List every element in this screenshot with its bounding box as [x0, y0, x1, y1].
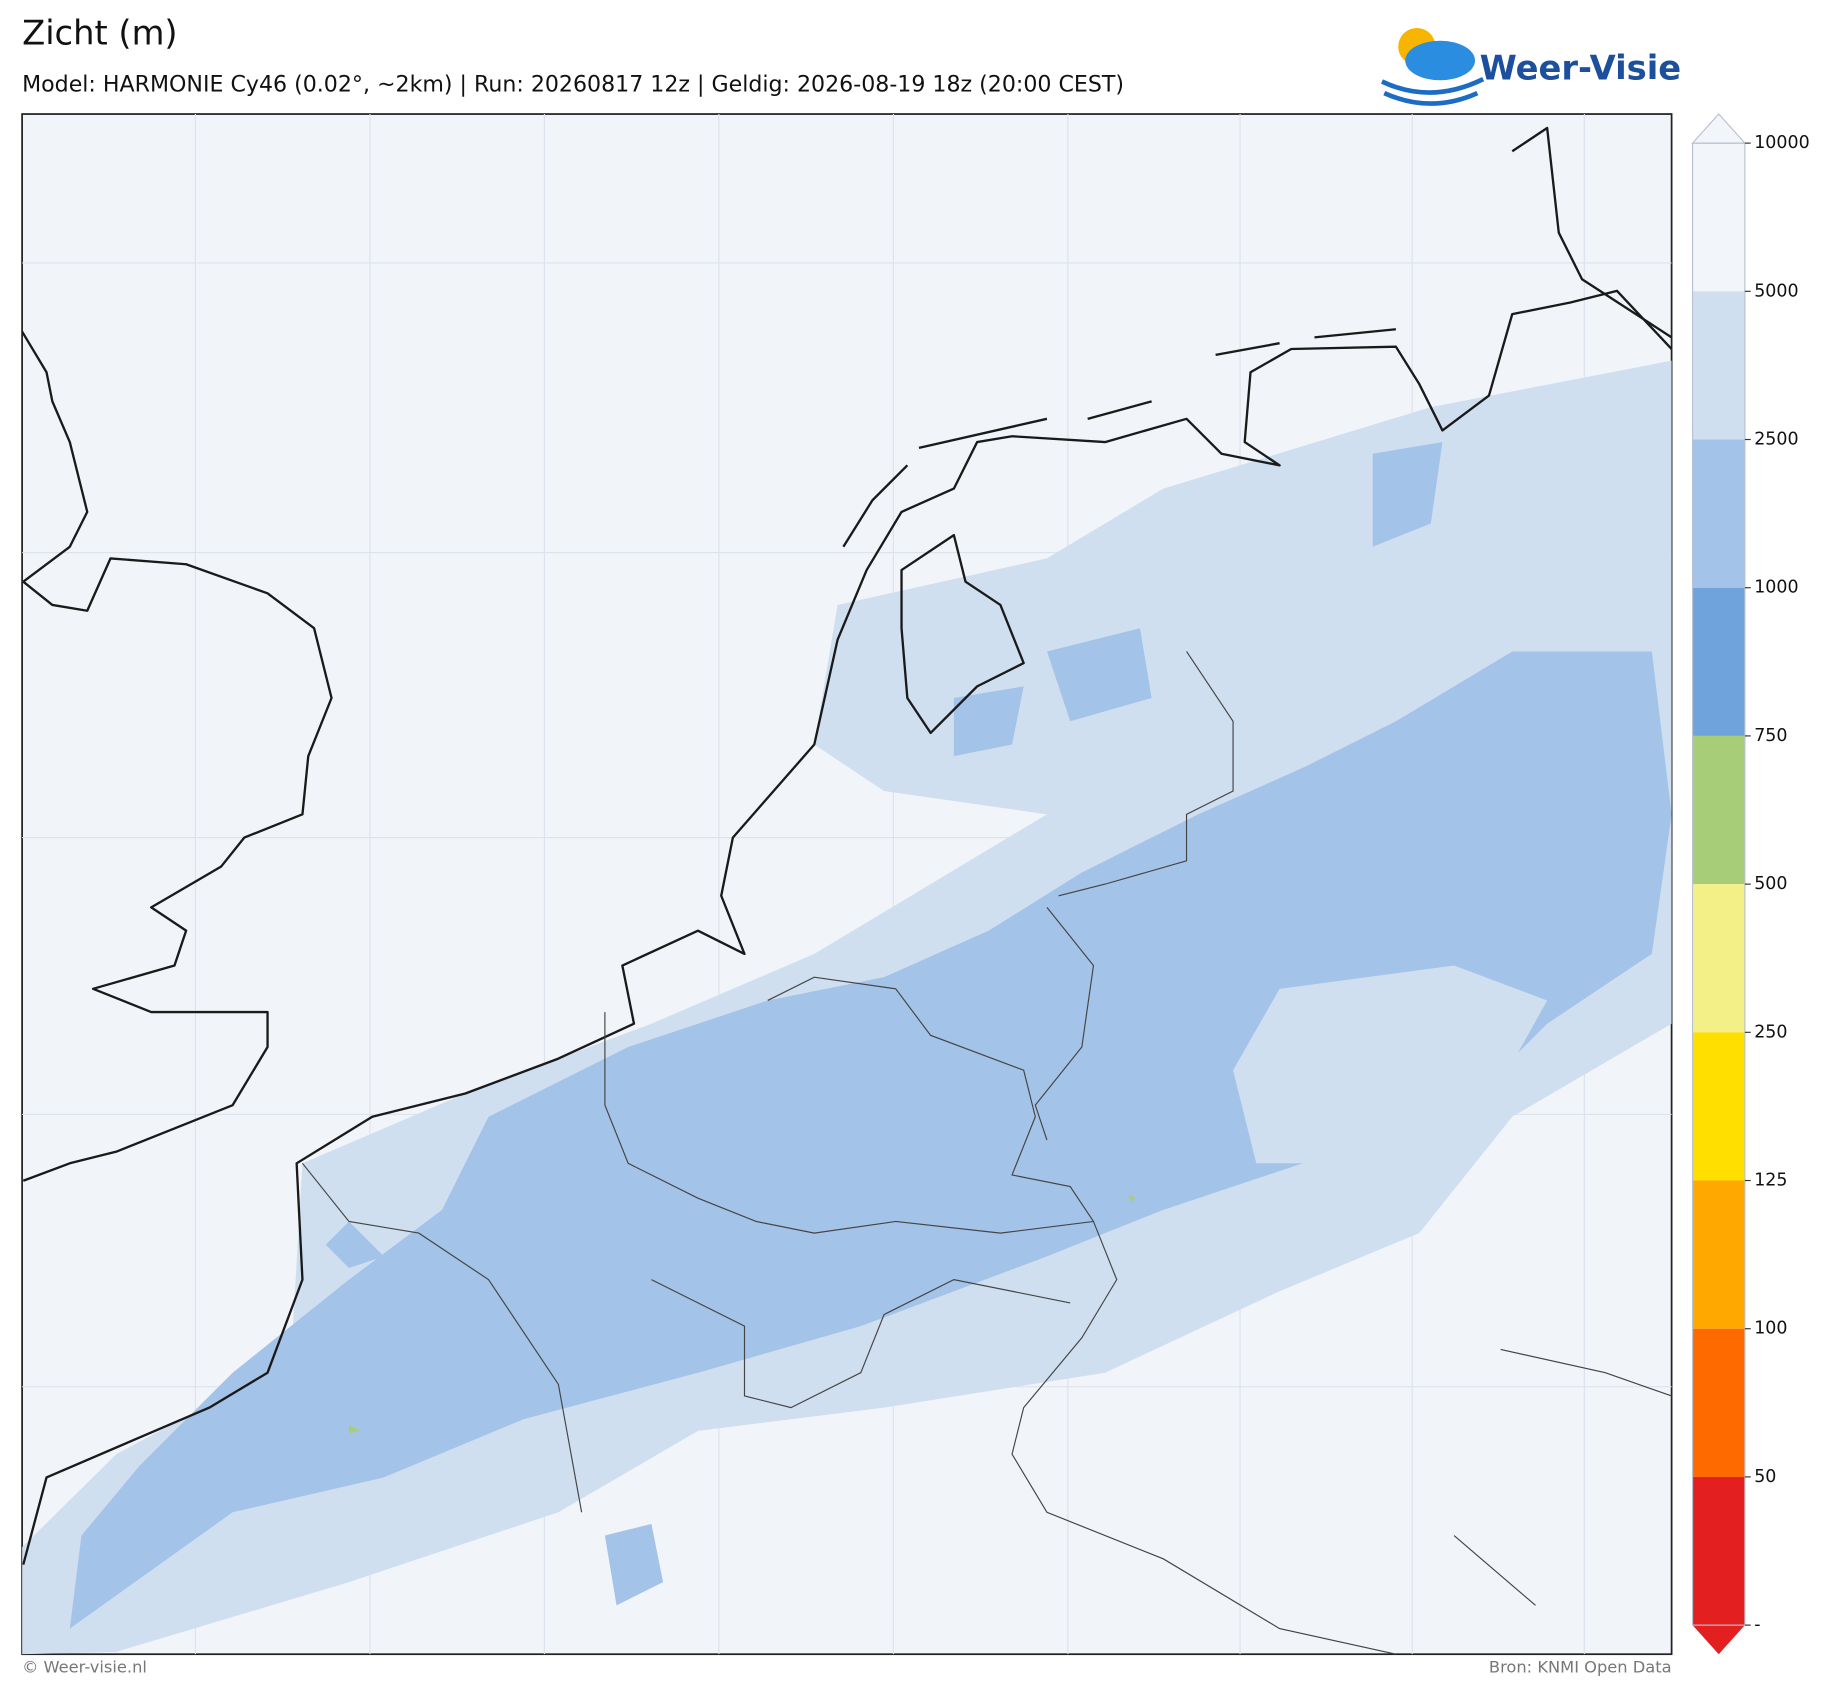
colorbar-segment: [1692, 735, 1745, 885]
map: [21, 113, 1673, 1656]
colorbar-tick-label: 750: [1754, 726, 1787, 746]
footer-source: Bron: KNMI Open Data: [1489, 1658, 1672, 1677]
colorbar-extend-bottom: [1692, 1625, 1745, 1655]
colorbar-tick-label: 1000: [1754, 578, 1798, 598]
title: Zicht (m): [22, 13, 177, 52]
colorbar-tick-label: 5000: [1754, 281, 1798, 301]
colorbar-segment: [1692, 291, 1745, 440]
visibility-field: [22, 360, 1672, 1655]
colorbar-tick-label: 250: [1754, 1022, 1787, 1042]
logo: Weer-Visie: [1380, 27, 1681, 106]
colorbar-segment: [1692, 1476, 1745, 1626]
colorbar-tick-label: 100: [1754, 1319, 1787, 1339]
borders: [301, 651, 1672, 1655]
colorbar-tick-label: -: [1754, 1615, 1760, 1635]
footer-credit: © Weer-visie.nl: [22, 1658, 147, 1677]
colorbar-segment: [1692, 1328, 1745, 1477]
colorbar-segment: [1692, 884, 1745, 1033]
colorbar-extend-top: [1691, 113, 1747, 144]
colorbar-tick-label: 2500: [1754, 430, 1798, 450]
logo-text: Weer-Visie: [1480, 48, 1681, 87]
subtitle: Model: HARMONIE Cy46 (0.02°, ~2km) | Run…: [22, 71, 1124, 97]
colorbar-segment: [1692, 1032, 1745, 1181]
colorbar-segment: [1692, 1180, 1745, 1329]
colorbar-tick-label: 50: [1754, 1467, 1776, 1487]
colorbar-segment: [1692, 143, 1745, 292]
colorbar-tick-label: 10000: [1754, 133, 1809, 153]
colorbar: 10000 5000 2500 1000 750 500 250 125 100 50 -: [1691, 113, 1810, 1655]
colorbar-segment: [1692, 587, 1745, 736]
colorbar-tick-label: 125: [1754, 1171, 1787, 1191]
colorbar-tick-label: 500: [1754, 874, 1787, 894]
colorbar-segment: [1692, 439, 1745, 588]
coastlines: [22, 126, 1672, 1565]
